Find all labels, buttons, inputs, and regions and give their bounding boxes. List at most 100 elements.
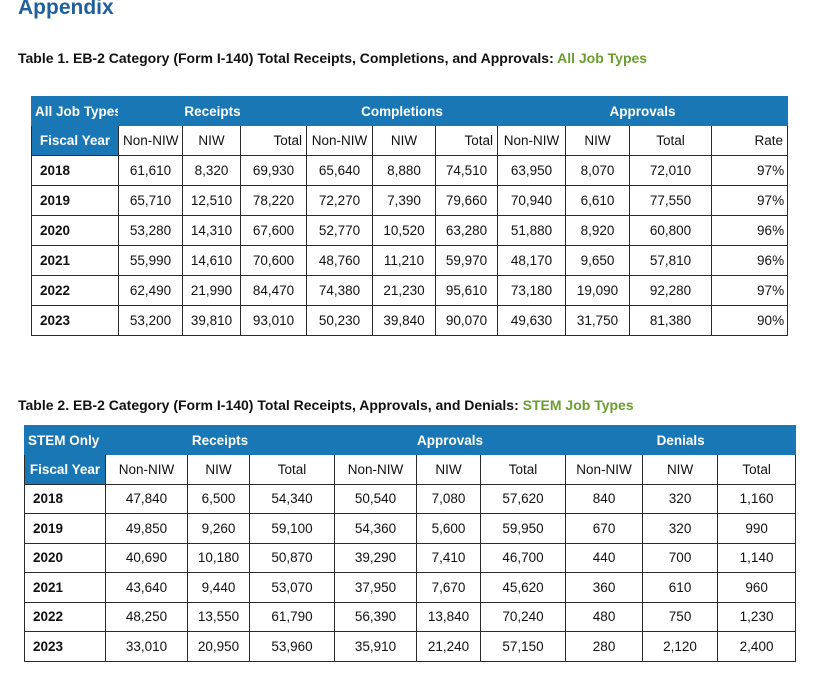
table1-row: 2022 62,490 21,990 84,470 74,380 21,230 95,610… — [31, 275, 789, 306]
table2-value-cell: 6,500 — [187, 483, 250, 514]
table1-value-cell: 10,520 — [372, 215, 437, 246]
table1-caption-text: Table 1. EB-2 Category (Form I-140) Tota… — [18, 50, 558, 66]
table2-value-cell: 45,620 — [480, 572, 567, 603]
table1-value-cell: 51,880 — [497, 215, 567, 246]
table2-value-cell: 10,180 — [187, 542, 250, 573]
table2-caption-text: Table 2. EB-2 Category (Form I-140) Tota… — [18, 397, 523, 413]
table2-subheader: Non-NIW — [565, 454, 644, 485]
table2-value-cell: 50,870 — [248, 542, 336, 573]
table2-value-cell: 320 — [642, 483, 719, 514]
table1-row: 2023 53,200 39,810 93,010 50,230 39,840 90,070… — [31, 305, 789, 336]
table1-subheader: Non-NIW — [306, 125, 374, 156]
table2-group-header: Approvals — [334, 425, 567, 455]
table1-rate-cell: 96% — [711, 245, 789, 276]
table2-value-cell: 440 — [565, 542, 644, 573]
table1-value-cell: 8,880 — [372, 155, 437, 186]
table1-value-cell: 31,750 — [565, 305, 631, 336]
table1-subheader: NIW — [372, 125, 437, 156]
table2-value-cell: 7,410 — [416, 542, 482, 573]
table2-year-cell: 2023 — [24, 631, 106, 662]
table2-row: 2020 40,690 10,180 50,870 39,290 7,410 46,700 4… — [24, 542, 797, 573]
table1-value-cell: 81,380 — [629, 305, 713, 336]
table2-value-cell: 610 — [642, 572, 719, 603]
table1-group-header: Completions — [306, 96, 499, 126]
table1-subheader: NIW — [182, 125, 241, 156]
table2-subheader: Non-NIW — [105, 454, 188, 485]
table1-subheader: Total — [435, 125, 499, 156]
table1-subheader: Total — [239, 125, 308, 156]
table1-subheader: Non-NIW — [118, 125, 183, 156]
table1-year-cell: 2022 — [31, 275, 119, 306]
table1-value-cell: 9,650 — [565, 245, 631, 276]
table1-rate-cell: 97% — [711, 185, 789, 216]
table1-subheader: Total — [629, 125, 713, 156]
table2-subheader: NIW — [642, 454, 719, 485]
table2-group-header: Denials — [565, 425, 797, 455]
table1-value-cell: 65,640 — [306, 155, 374, 186]
table1-year-cell: 2018 — [31, 155, 119, 186]
table1-value-cell: 95,610 — [435, 275, 499, 306]
table2-subheader: Total — [717, 454, 797, 485]
table2-value-cell: 1,230 — [717, 601, 797, 632]
table1-caption: Table 1. EB-2 Category (Form I-140) Tota… — [18, 50, 647, 66]
table1-row: 2021 55,990 14,610 70,600 48,760 11,210 59,970… — [31, 245, 789, 276]
table1-value-cell: 14,310 — [182, 215, 241, 246]
table2-year-cell: 2022 — [24, 601, 106, 632]
table2-value-cell: 37,950 — [334, 572, 418, 603]
table2-group-header: Receipts — [104, 425, 336, 455]
table2-value-cell: 960 — [717, 572, 797, 603]
table1-value-cell: 77,550 — [629, 185, 713, 216]
table1-value-cell: 21,230 — [372, 275, 437, 306]
table2-subheader: NIW — [187, 454, 250, 485]
table1-value-cell: 90,070 — [435, 305, 499, 336]
table1: All Job Types Receipts Completions Appro… — [31, 96, 789, 336]
table2-value-cell: 480 — [565, 601, 644, 632]
table1-value-cell: 72,010 — [629, 155, 713, 186]
table2-corner-top: STEM Only — [24, 425, 106, 455]
table1-value-cell: 73,180 — [497, 275, 567, 306]
table2-value-cell: 33,010 — [105, 631, 188, 662]
table1-subheader: NIW — [565, 125, 631, 156]
table2-value-cell: 360 — [565, 572, 644, 603]
table1-value-cell: 48,170 — [497, 245, 567, 276]
table2-value-cell: 59,100 — [248, 513, 336, 544]
table2-row: 2023 33,010 20,950 53,960 35,910 21,240 57,150… — [24, 631, 797, 662]
table1-group-header: Receipts — [117, 96, 308, 126]
table2-value-cell: 54,360 — [334, 513, 418, 544]
table2-value-cell: 9,260 — [187, 513, 250, 544]
table1-value-cell: 78,220 — [239, 185, 308, 216]
table2-value-cell: 5,600 — [416, 513, 482, 544]
table1-value-cell: 74,380 — [306, 275, 374, 306]
table2-value-cell: 53,070 — [248, 572, 336, 603]
table1-rate-cell: 96% — [711, 215, 789, 246]
table2-subheader-row: Fiscal Year Non-NIW NIW Total Non-NIW NI… — [24, 454, 797, 485]
table1-value-cell: 60,800 — [629, 215, 713, 246]
table1-value-cell: 62,490 — [118, 275, 183, 306]
table1-value-cell: 12,510 — [182, 185, 241, 216]
table2-value-cell: 47,840 — [105, 483, 188, 514]
table1-value-cell: 8,920 — [565, 215, 631, 246]
table2-value-cell: 7,670 — [416, 572, 482, 603]
table2-group-header-row: STEM Only Receipts Approvals Denials — [24, 425, 797, 455]
table2-value-cell: 39,290 — [334, 542, 418, 573]
table1-subheader: Rate — [711, 125, 789, 156]
table1-value-cell: 11,210 — [372, 245, 437, 276]
table2-value-cell: 670 — [565, 513, 644, 544]
table2-subheader: NIW — [416, 454, 482, 485]
table1-value-cell: 39,810 — [182, 305, 241, 336]
table2-value-cell: 2,120 — [642, 631, 719, 662]
table1-value-cell: 21,990 — [182, 275, 241, 306]
table2-value-cell: 54,340 — [248, 483, 336, 514]
table1-year-cell: 2021 — [31, 245, 119, 276]
table1-row: 2019 65,710 12,510 78,220 72,270 7,390 79,660 7… — [31, 185, 789, 216]
table1-value-cell: 8,070 — [565, 155, 631, 186]
table2-value-cell: 320 — [642, 513, 719, 544]
table1-value-cell: 55,990 — [118, 245, 183, 276]
table2-value-cell: 20,950 — [187, 631, 250, 662]
table1-value-cell: 7,390 — [372, 185, 437, 216]
table2-subheader: Non-NIW — [334, 454, 418, 485]
table1-year-cell: 2019 — [31, 185, 119, 216]
table2-value-cell: 1,160 — [717, 483, 797, 514]
table1-value-cell: 59,970 — [435, 245, 499, 276]
table1-caption-highlight: All Job Types — [557, 50, 648, 66]
